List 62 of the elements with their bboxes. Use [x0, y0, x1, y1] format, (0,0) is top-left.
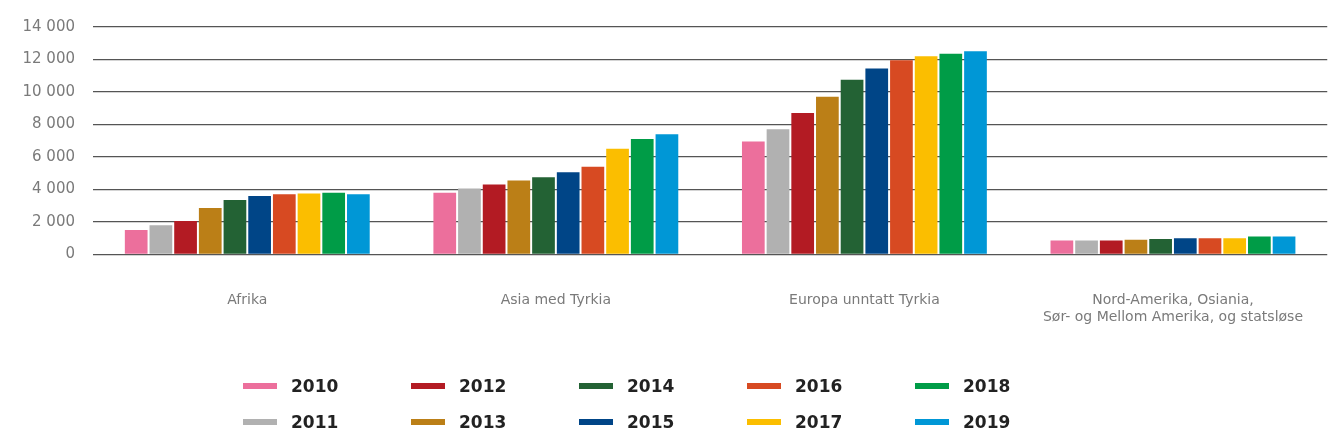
bar [347, 194, 370, 254]
bar [816, 96, 839, 254]
legend-label: 2013 [458, 411, 508, 434]
bar [840, 79, 864, 254]
bar [1124, 239, 1148, 254]
bar [741, 141, 765, 254]
bar [1198, 238, 1222, 254]
bar [149, 225, 173, 254]
legend-label: 2010 [290, 375, 340, 398]
bar [507, 180, 531, 254]
legend-label: 2012 [458, 375, 508, 398]
bar [1272, 236, 1296, 254]
y-tick-label: 0 [65, 244, 75, 263]
bar [1149, 238, 1172, 254]
bar [248, 195, 271, 254]
y-tick-label: 2 000 [32, 211, 75, 230]
bar [1075, 240, 1098, 254]
bar [581, 166, 605, 254]
bar [1248, 236, 1271, 254]
bar [223, 199, 247, 254]
bar [433, 192, 457, 254]
bar [297, 193, 321, 254]
bar [1050, 240, 1074, 254]
bar [458, 188, 481, 254]
bar [1223, 238, 1247, 254]
bar [630, 139, 654, 254]
bar [272, 194, 296, 254]
bar [865, 68, 889, 254]
legend-label: 2016 [794, 375, 844, 398]
bar [532, 177, 555, 254]
bar [198, 208, 222, 254]
legend-label: 2018 [962, 375, 1012, 398]
bar [914, 56, 938, 254]
legend-label: 2015 [626, 411, 676, 434]
bar [655, 134, 679, 254]
y-tick-label: 8 000 [32, 114, 75, 133]
y-tick-label: 6 000 [32, 146, 75, 165]
x-tick-label: Asia med Tyrkia [500, 291, 612, 308]
bar [322, 192, 346, 254]
x-tick-label: Europa unntatt Tyrkia [789, 291, 940, 308]
legend-label: 2019 [962, 411, 1012, 434]
bar [964, 51, 987, 254]
bar [556, 172, 580, 254]
y-tick-label: 12 000 [22, 49, 75, 68]
bar [1099, 240, 1123, 254]
legend-label: 2011 [290, 411, 340, 434]
y-tick-label: 4 000 [32, 179, 75, 198]
bar [939, 53, 963, 254]
x-tick-label: Nord-Amerika, Osiania, Sør- og Mellom Amerika, og statsløse [1042, 291, 1304, 325]
y-tick-label: 14 000 [22, 16, 75, 35]
bar [766, 129, 790, 254]
bar [124, 230, 148, 254]
x-tick-label: Afrika [227, 291, 268, 308]
bar [890, 60, 913, 254]
bar [482, 184, 506, 254]
y-tick-label: 10 000 [22, 81, 75, 100]
legend-label: 2014 [626, 375, 676, 398]
bar [791, 113, 815, 254]
legend-label: 2017 [794, 411, 844, 434]
bar [174, 221, 197, 254]
bar [1173, 238, 1197, 254]
bar [606, 148, 629, 254]
